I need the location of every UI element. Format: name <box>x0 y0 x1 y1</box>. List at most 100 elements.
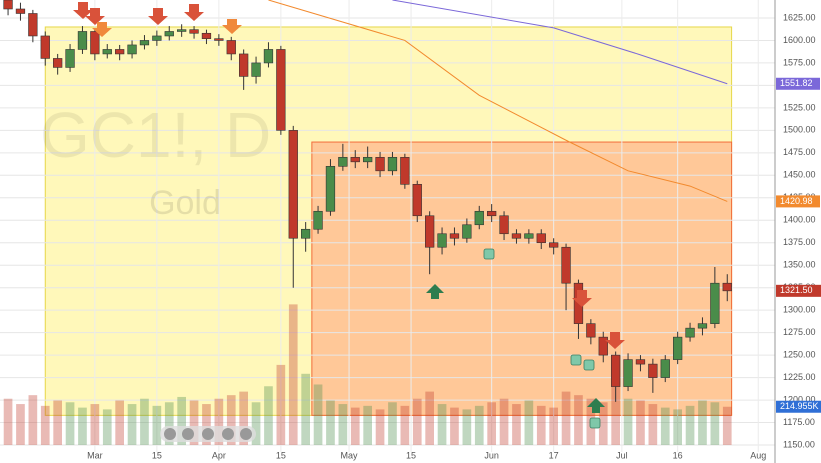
volume-bar <box>499 398 509 445</box>
watermark-symbol: GC1!, D <box>40 99 271 171</box>
volume-bar <box>288 304 298 445</box>
candle-body <box>673 336 683 360</box>
candle-body <box>313 210 323 230</box>
x-tick-label: Mar <box>87 450 103 460</box>
y-tick-label: 1225.00 <box>783 372 816 382</box>
x-tick-label: May <box>341 450 359 460</box>
candle-body <box>536 233 546 244</box>
y-tick-label: 1625.00 <box>783 12 816 22</box>
candle-body <box>586 323 596 338</box>
candle-body <box>102 49 112 55</box>
candle-body <box>276 49 286 131</box>
volume-bar <box>549 407 558 445</box>
y-tick-label: 1375.00 <box>783 237 816 247</box>
y-tick-label: 1450.00 <box>783 170 816 180</box>
candle-body <box>53 58 63 68</box>
volume-bar <box>412 398 422 445</box>
last-price-box <box>776 195 820 208</box>
volume-bar <box>177 396 186 445</box>
volume-bar <box>462 409 472 445</box>
candle-body <box>77 31 88 50</box>
volume-bar <box>512 404 521 445</box>
volume-bar <box>3 398 13 445</box>
x-tick-label: 15 <box>406 450 416 460</box>
signal-icons <box>73 2 625 429</box>
volume-bar <box>574 395 583 445</box>
candle-body <box>251 62 261 77</box>
candle-body <box>350 157 360 163</box>
volume-bar <box>40 405 50 445</box>
candle-body <box>487 210 497 217</box>
x-tick-label: 15 <box>152 450 162 460</box>
volume-bar <box>636 400 645 445</box>
last-price-box <box>776 284 821 297</box>
volume-bar <box>450 407 459 445</box>
candle-body <box>474 210 484 226</box>
candle-body <box>635 359 646 365</box>
moving-average <box>392 0 728 85</box>
candle-body <box>288 130 298 239</box>
candle-body <box>611 354 621 387</box>
candle-body <box>462 224 472 239</box>
candle-body <box>549 242 559 248</box>
volume-bar <box>78 407 87 445</box>
volume-bar <box>127 404 137 445</box>
volume-bar <box>648 404 658 445</box>
y-tick-label: 1475.00 <box>783 147 816 157</box>
volume-bar <box>189 400 199 445</box>
x-tick-label: 15 <box>276 450 286 460</box>
volume-bar <box>673 409 682 445</box>
volume-bar <box>115 400 124 445</box>
candle-body <box>164 31 174 37</box>
last-price-label: 1420.98 <box>780 196 813 206</box>
y-tick-label: 1575.00 <box>783 57 816 67</box>
y-tick-label: 1400.00 <box>783 215 816 225</box>
y-tick-label: 1200.00 <box>783 394 816 404</box>
x-tick-label: 17 <box>549 450 559 460</box>
candle-body <box>511 233 522 239</box>
candle-body <box>412 184 422 217</box>
volume-bar <box>611 386 620 445</box>
candle-body <box>115 49 125 55</box>
volume-bar <box>326 400 335 445</box>
y-tick-label: 1300.00 <box>783 305 816 315</box>
y-tick-label: 1600.00 <box>783 35 816 45</box>
volume-bar <box>623 398 633 445</box>
y-tick-label: 1350.00 <box>783 260 816 270</box>
volume-bar <box>710 402 720 445</box>
candle-body <box>201 32 212 39</box>
x-tick-label: Jun <box>484 450 499 460</box>
volume-bar <box>561 391 571 445</box>
candle-body <box>660 359 670 378</box>
candle-body <box>3 0 13 10</box>
y-tick-label: 1275.00 <box>783 327 816 337</box>
candle-body <box>561 246 571 284</box>
volume-bar <box>140 398 149 445</box>
candle-body <box>524 233 534 239</box>
volume-bar <box>202 404 211 445</box>
volume-bar <box>698 400 707 445</box>
candle-body <box>325 166 336 212</box>
candle-body <box>400 157 410 185</box>
x-tick-label: Apr <box>212 450 226 460</box>
candle-body <box>40 35 50 59</box>
volume-bar <box>685 405 695 445</box>
candle-body <box>214 38 224 41</box>
candle-body <box>387 157 398 172</box>
volume-bar <box>214 398 224 445</box>
candle-body <box>425 215 435 248</box>
candle-body <box>226 40 236 55</box>
y-tick-label: 1500.00 <box>783 125 816 135</box>
candle-body <box>127 44 137 55</box>
volume-bar <box>722 406 732 445</box>
last-price-box <box>776 400 821 413</box>
volume-bar <box>425 391 434 445</box>
candle-body <box>623 359 633 387</box>
candle-body <box>301 228 311 239</box>
zoom-controls[interactable] <box>160 426 256 442</box>
last-price-label: 1321.50 <box>780 285 813 295</box>
volume-bar <box>487 402 496 445</box>
candle-body <box>139 40 150 46</box>
last-price-label: 1551.82 <box>780 78 813 88</box>
candle-body <box>697 323 708 329</box>
